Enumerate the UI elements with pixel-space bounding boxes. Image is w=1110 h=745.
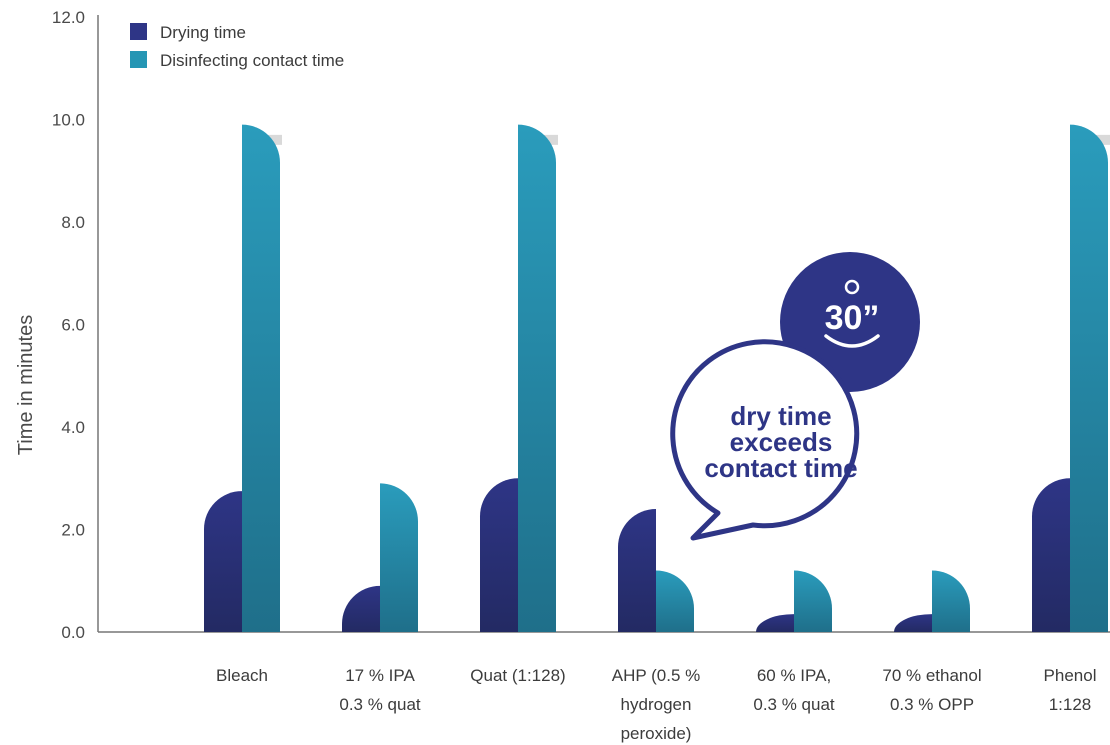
- category-label: Bleach: [216, 666, 268, 685]
- timer-label: 30”: [825, 299, 880, 337]
- bar-drying-time: [894, 614, 932, 632]
- category-label: hydrogen: [621, 695, 692, 714]
- category-label: Phenol: [1044, 666, 1097, 685]
- callout-line-2: exceeds: [730, 427, 833, 457]
- bar-contact-time: [380, 483, 418, 632]
- category-label: Quat (1:128): [470, 666, 565, 685]
- category-labels: Bleach 17 % IPA 0.3 % quat Quat (1:128) AHP …: [216, 666, 1096, 743]
- bar-drying-time: [1032, 478, 1070, 632]
- y-tick-label: 2.0: [61, 521, 85, 540]
- callout: 30” dry time exceeds contact time: [670, 252, 920, 541]
- bar-contact-time: [794, 570, 832, 632]
- category-label: 0.3 % quat: [339, 695, 421, 714]
- legend-swatch-drying: [130, 23, 147, 40]
- y-tick-label: 10.0: [52, 111, 85, 130]
- legend-label-contact: Disinfecting contact time: [160, 51, 344, 70]
- bar-drying-time: [618, 509, 656, 632]
- y-tick-label: 0.0: [61, 623, 85, 642]
- bar-drying-time: [342, 585, 380, 632]
- stopwatch-icon: [824, 279, 880, 348]
- category-label: 1:128: [1049, 695, 1092, 714]
- category-label: 60 % IPA,: [757, 666, 831, 685]
- callout-line-3: contact time: [704, 453, 857, 483]
- category-label: 0.3 % OPP: [890, 695, 974, 714]
- category-label: 0.3 % quat: [753, 695, 835, 714]
- bar-drying-time: [756, 614, 794, 632]
- bar-contact-time: [242, 124, 280, 632]
- bar-contact-time: [1070, 124, 1108, 632]
- category-label: 17 % IPA: [345, 666, 415, 685]
- y-tick-labels: 0.0 2.0 4.0 6.0 8.0 10.0 12.0: [52, 8, 85, 642]
- category-label: peroxide): [621, 724, 692, 743]
- y-axis-title: Time in minutes: [15, 315, 37, 455]
- y-tick-label: 4.0: [61, 418, 85, 437]
- legend-swatch-contact: [130, 51, 147, 68]
- legend: Drying time Disinfecting contact time: [130, 23, 344, 70]
- legend-label-drying: Drying time: [160, 23, 246, 42]
- bar-contact-time: [518, 124, 556, 632]
- y-tick-label: 6.0: [61, 316, 85, 335]
- bar-drying-time: [480, 478, 518, 632]
- bar-drying-time: [204, 491, 242, 632]
- bars: [204, 124, 1110, 632]
- category-label: AHP (0.5 %: [612, 666, 701, 685]
- category-label: 70 % ethanol: [882, 666, 981, 685]
- bar-contact-time: [656, 570, 694, 632]
- callout-line-1: dry time: [730, 401, 831, 431]
- y-tick-label: 12.0: [52, 8, 85, 27]
- y-tick-label: 8.0: [61, 213, 85, 232]
- speech-bubble: [670, 339, 860, 541]
- bar-contact-time: [932, 570, 970, 632]
